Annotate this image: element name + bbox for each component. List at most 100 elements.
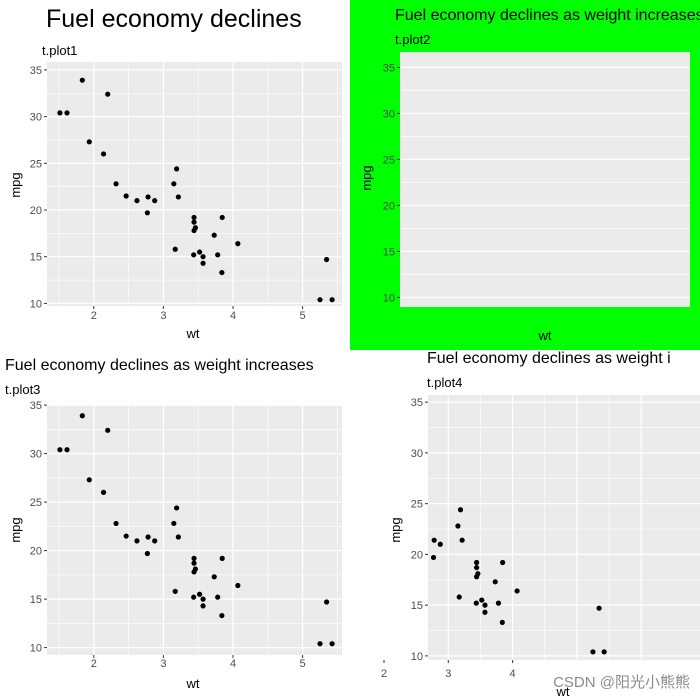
plot-4-data-point (590, 649, 596, 655)
plot-1-grid (47, 62, 342, 306)
plot-1-data-point (215, 252, 221, 258)
plot-4-data-point (514, 588, 520, 594)
plot-3-layer: 10 15 20 25 30 35 2 3 4 5 wt mpg (8, 400, 342, 691)
plot-1-data-point (105, 91, 111, 97)
plot-1-points (57, 77, 335, 303)
plot-1-data-point (144, 210, 150, 216)
plot-3-data-point (174, 505, 180, 511)
plot-2-y-tick-label: 20 (383, 200, 395, 212)
plot-3-y-tick-label: 20 (30, 546, 42, 558)
plot-4-data-point (421, 542, 426, 547)
plot-1-data-point (191, 219, 197, 225)
plot-3-title: Fuel economy declines as weight increase… (5, 357, 314, 374)
plot-4-data-point (601, 649, 607, 655)
plot-4-y-tick-label: 10 (411, 651, 423, 663)
plot-3-data-point (219, 555, 225, 561)
plot-4-data-point (473, 600, 479, 606)
plot-3-data-point (196, 591, 203, 597)
plot-1-data-point (219, 269, 225, 276)
plot-1-data-point (200, 254, 206, 260)
plot-1-data-point (79, 77, 85, 83)
plot-4-data-point (357, 446, 362, 451)
plot-3-data-point (175, 534, 181, 540)
plot-3-data-point (134, 538, 140, 544)
plot-4-grid (428, 395, 700, 660)
plot-1-data-point (171, 181, 177, 187)
plot-3-y-tick-label: 35 (30, 400, 42, 412)
plot-3-y-tick-label: 15 (30, 594, 42, 606)
plot-3-data-point (64, 447, 70, 453)
plot-4-data-point (500, 559, 506, 566)
plot-4-data-point (473, 564, 480, 571)
plot-1-data-point (123, 193, 129, 199)
plot-1-y-tick-label: 10 (30, 298, 42, 310)
plot-panel-1: 10 15 20 25 30 35 2 3 4 5 wt mpg Fuel economy decli… (0, 0, 352, 352)
plot-1-data-point (191, 214, 197, 221)
plot-1-data-point (200, 260, 206, 266)
plot-3-data-point (191, 555, 197, 561)
plot-3-data-point (200, 596, 206, 602)
plot-3-data-point (105, 427, 111, 433)
plot-1-data-point (175, 194, 181, 200)
plot-4-data-point (482, 602, 488, 608)
plot-1-data-point (191, 227, 197, 234)
plot-2-title: Fuel economy declines as weight increase… (395, 7, 700, 24)
plot-3-x-axis-label: wt (186, 676, 200, 691)
plot-3-y-tick-label: 10 (30, 643, 42, 655)
plot-1-data-point (329, 297, 335, 303)
plot-1-data-point (86, 139, 92, 145)
plot-4-data-point (473, 574, 480, 580)
plot-3-data-point (200, 603, 206, 609)
plot-4-data-point (499, 619, 505, 626)
plot-3-data-point (215, 594, 221, 600)
plot-3-data-point (113, 520, 119, 527)
plot-1-data-point (219, 214, 225, 221)
plot-1-data-point (172, 246, 178, 252)
plot-2-y-tick-label: 35 (383, 62, 395, 74)
plot-panel-4: 10 15 20 25 30 35 2 3 4 wt mpg Fuel economy declin… (352, 350, 700, 700)
plot-2-y-tick-label: 25 (383, 154, 395, 166)
plot-3-data-point (211, 574, 217, 580)
plot-2-plot-background (400, 52, 690, 307)
plot-4-data-point (495, 600, 502, 606)
plot-2-grid (400, 66, 690, 298)
plot-4-y-tick-label: 20 (411, 549, 423, 561)
plot-3-data-point (171, 520, 177, 527)
plot-1-data-point (100, 151, 107, 157)
plot-3-data-point (329, 641, 335, 647)
plot-4-data-point (377, 478, 382, 483)
plot-4-data-point (437, 541, 443, 547)
plot-1-data-point (113, 181, 119, 187)
plot-3-subtitle: t.plot3 (5, 382, 41, 397)
plot-4-y-tick-label: 15 (411, 600, 423, 612)
plot-4-x-axis-label: wt (556, 684, 570, 699)
plot-1-plot-background (47, 62, 342, 306)
plot-1-data-point (211, 232, 217, 238)
plot-3-data-point (191, 560, 197, 566)
plot-3-x-tick-label: 3 (160, 658, 166, 670)
plot-4-points (352, 411, 607, 655)
plot-4-y-tick-label: 25 (411, 499, 423, 511)
plot-3-data-point (123, 533, 129, 539)
plot-3-data-point (219, 612, 225, 619)
plot-1-x-axis-label: wt (186, 326, 200, 341)
plot-3-data-point (152, 538, 158, 544)
plot-4-data-point (431, 537, 437, 543)
plot-4-data-point (430, 554, 437, 561)
plot-1-data-point (64, 110, 70, 116)
plot-1-data-point (317, 297, 323, 303)
plot-3-grid (47, 405, 342, 655)
plot-4-x-tick-label: 2 (381, 668, 387, 680)
plot-4-svg: 10 15 20 25 30 35 2 3 4 wt mpg (352, 395, 700, 699)
plot-4-data-point (390, 491, 395, 496)
plot-4-data-point (352, 446, 355, 451)
plot-4-data-point (371, 411, 376, 416)
plot-2-y-tick-label: 30 (383, 108, 395, 120)
plot-3-data-point (191, 569, 197, 575)
plot-1-x-tick-label: 3 (160, 310, 166, 322)
plot-1-layer: 10 15 20 25 30 35 2 3 4 5 wt mpg (8, 62, 342, 341)
plot-1-data-point (324, 256, 330, 263)
plot-4-y-axis-label: mpg (388, 517, 403, 542)
